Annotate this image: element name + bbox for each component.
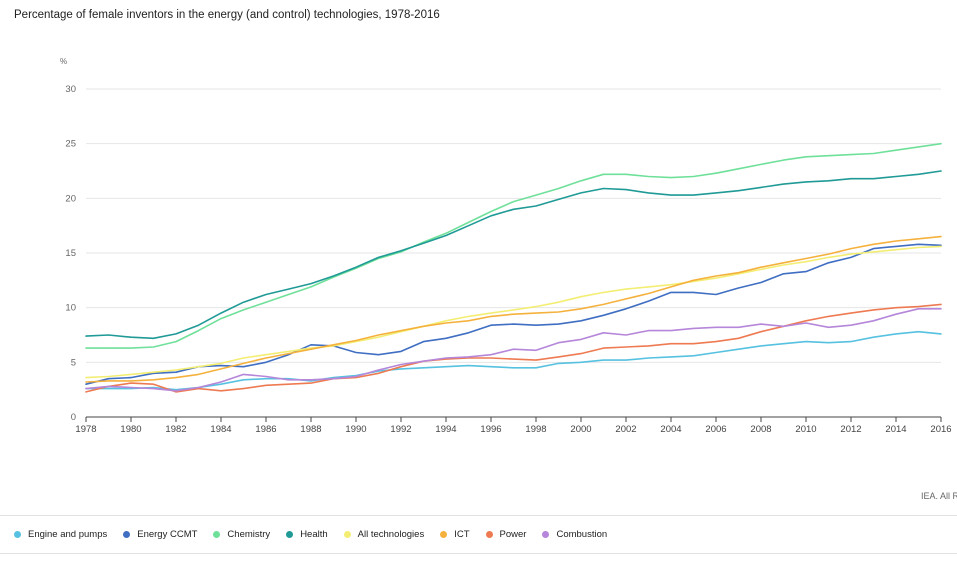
legend-label: All technologies bbox=[357, 528, 425, 540]
x-tick-label: 1992 bbox=[390, 424, 411, 435]
legend-label: Health bbox=[300, 528, 328, 540]
legend-label: Energy CCMT bbox=[137, 528, 198, 540]
x-tick-label: 2016 bbox=[930, 424, 951, 435]
x-tick-label: 1994 bbox=[435, 424, 456, 435]
y-tick-label: 25 bbox=[65, 139, 76, 150]
series-line-engine-and-pumps bbox=[85, 330, 942, 391]
legend-label: Power bbox=[499, 528, 527, 540]
chart-title: Percentage of female inventors in the en… bbox=[14, 9, 440, 21]
series-line-ict bbox=[85, 235, 942, 383]
x-tick-label: 2014 bbox=[885, 424, 906, 435]
legend-item-energy-ccmt[interactable]: Energy CCMT bbox=[123, 529, 197, 540]
y-axis-ticks: 0 5 10 15 20 25 30 bbox=[65, 84, 76, 423]
y-tick-label: 20 bbox=[65, 193, 76, 204]
y-axis-unit-label: % bbox=[60, 57, 67, 66]
x-tick-label: 1980 bbox=[120, 424, 141, 435]
series-line-power bbox=[85, 303, 942, 393]
x-tick-label: 2006 bbox=[705, 424, 726, 435]
y-tick-label: 0 bbox=[71, 412, 76, 423]
y-tick-label: 30 bbox=[65, 84, 76, 95]
legend-label: ICT bbox=[454, 528, 470, 540]
x-tick-label: 1982 bbox=[165, 424, 186, 435]
legend-item-power[interactable]: Power bbox=[485, 528, 527, 540]
y-tick-label: 15 bbox=[65, 248, 76, 259]
legend-item-health[interactable]: Health bbox=[286, 528, 328, 540]
legend-divider bbox=[0, 515, 957, 516]
legend-item-engine-and-pumps[interactable]: Engine and pumps bbox=[14, 529, 107, 540]
legend-swatch bbox=[343, 530, 351, 538]
x-tick-label: 1984 bbox=[210, 424, 231, 435]
legend-item-chemistry[interactable]: Chemistry bbox=[213, 529, 270, 540]
legend: Engine and pumps Energy CCMT Chemistry Heal… bbox=[14, 527, 623, 541]
legend-swatch bbox=[213, 530, 221, 538]
legend-swatch bbox=[485, 530, 493, 538]
source-credit: IEA. All R bbox=[921, 491, 957, 501]
legend-label: Engine and pumps bbox=[28, 528, 108, 540]
series-line-combustion bbox=[85, 307, 942, 392]
y-tick-label: 5 bbox=[71, 357, 76, 368]
series-line-all-technologies bbox=[85, 245, 942, 379]
y-tick-label: 10 bbox=[65, 303, 76, 314]
x-tick-label: 1986 bbox=[255, 424, 276, 435]
legend-item-combustion[interactable]: Combustion bbox=[542, 529, 607, 540]
x-tick-label: 2012 bbox=[840, 424, 861, 435]
series-lines bbox=[85, 142, 942, 393]
legend-item-all-technologies[interactable]: All technologies bbox=[343, 528, 425, 540]
x-tick-label: 1990 bbox=[345, 424, 366, 435]
x-tick-label: 2004 bbox=[660, 424, 681, 435]
grid-lines bbox=[86, 88, 941, 418]
legend-swatch bbox=[286, 530, 294, 538]
x-tick-label: 2000 bbox=[570, 424, 591, 435]
x-tick-label: 2008 bbox=[750, 424, 771, 435]
x-tick-label: 2002 bbox=[615, 424, 636, 435]
footer-divider bbox=[0, 553, 957, 554]
legend-swatch bbox=[440, 530, 448, 538]
legend-swatch bbox=[14, 530, 21, 538]
x-tick-label: 1996 bbox=[480, 424, 501, 435]
legend-label: Combustion bbox=[556, 528, 608, 540]
legend-swatch bbox=[542, 530, 550, 538]
series-line-energy-ccmt bbox=[85, 243, 942, 386]
legend-swatch bbox=[123, 530, 131, 538]
x-tick-label: 1978 bbox=[75, 424, 96, 435]
x-axis-ticks: 1978 1980 1982 1984 1986 1988 1990 1992 1994 1996… bbox=[75, 417, 952, 435]
legend-item-ict[interactable]: ICT bbox=[440, 528, 470, 540]
series-line-chemistry bbox=[85, 142, 942, 349]
x-tick-label: 1998 bbox=[525, 424, 546, 435]
legend-label: Chemistry bbox=[227, 528, 271, 540]
x-tick-label: 2010 bbox=[795, 424, 816, 435]
series-line-health bbox=[85, 170, 942, 340]
x-tick-label: 1988 bbox=[300, 424, 321, 435]
